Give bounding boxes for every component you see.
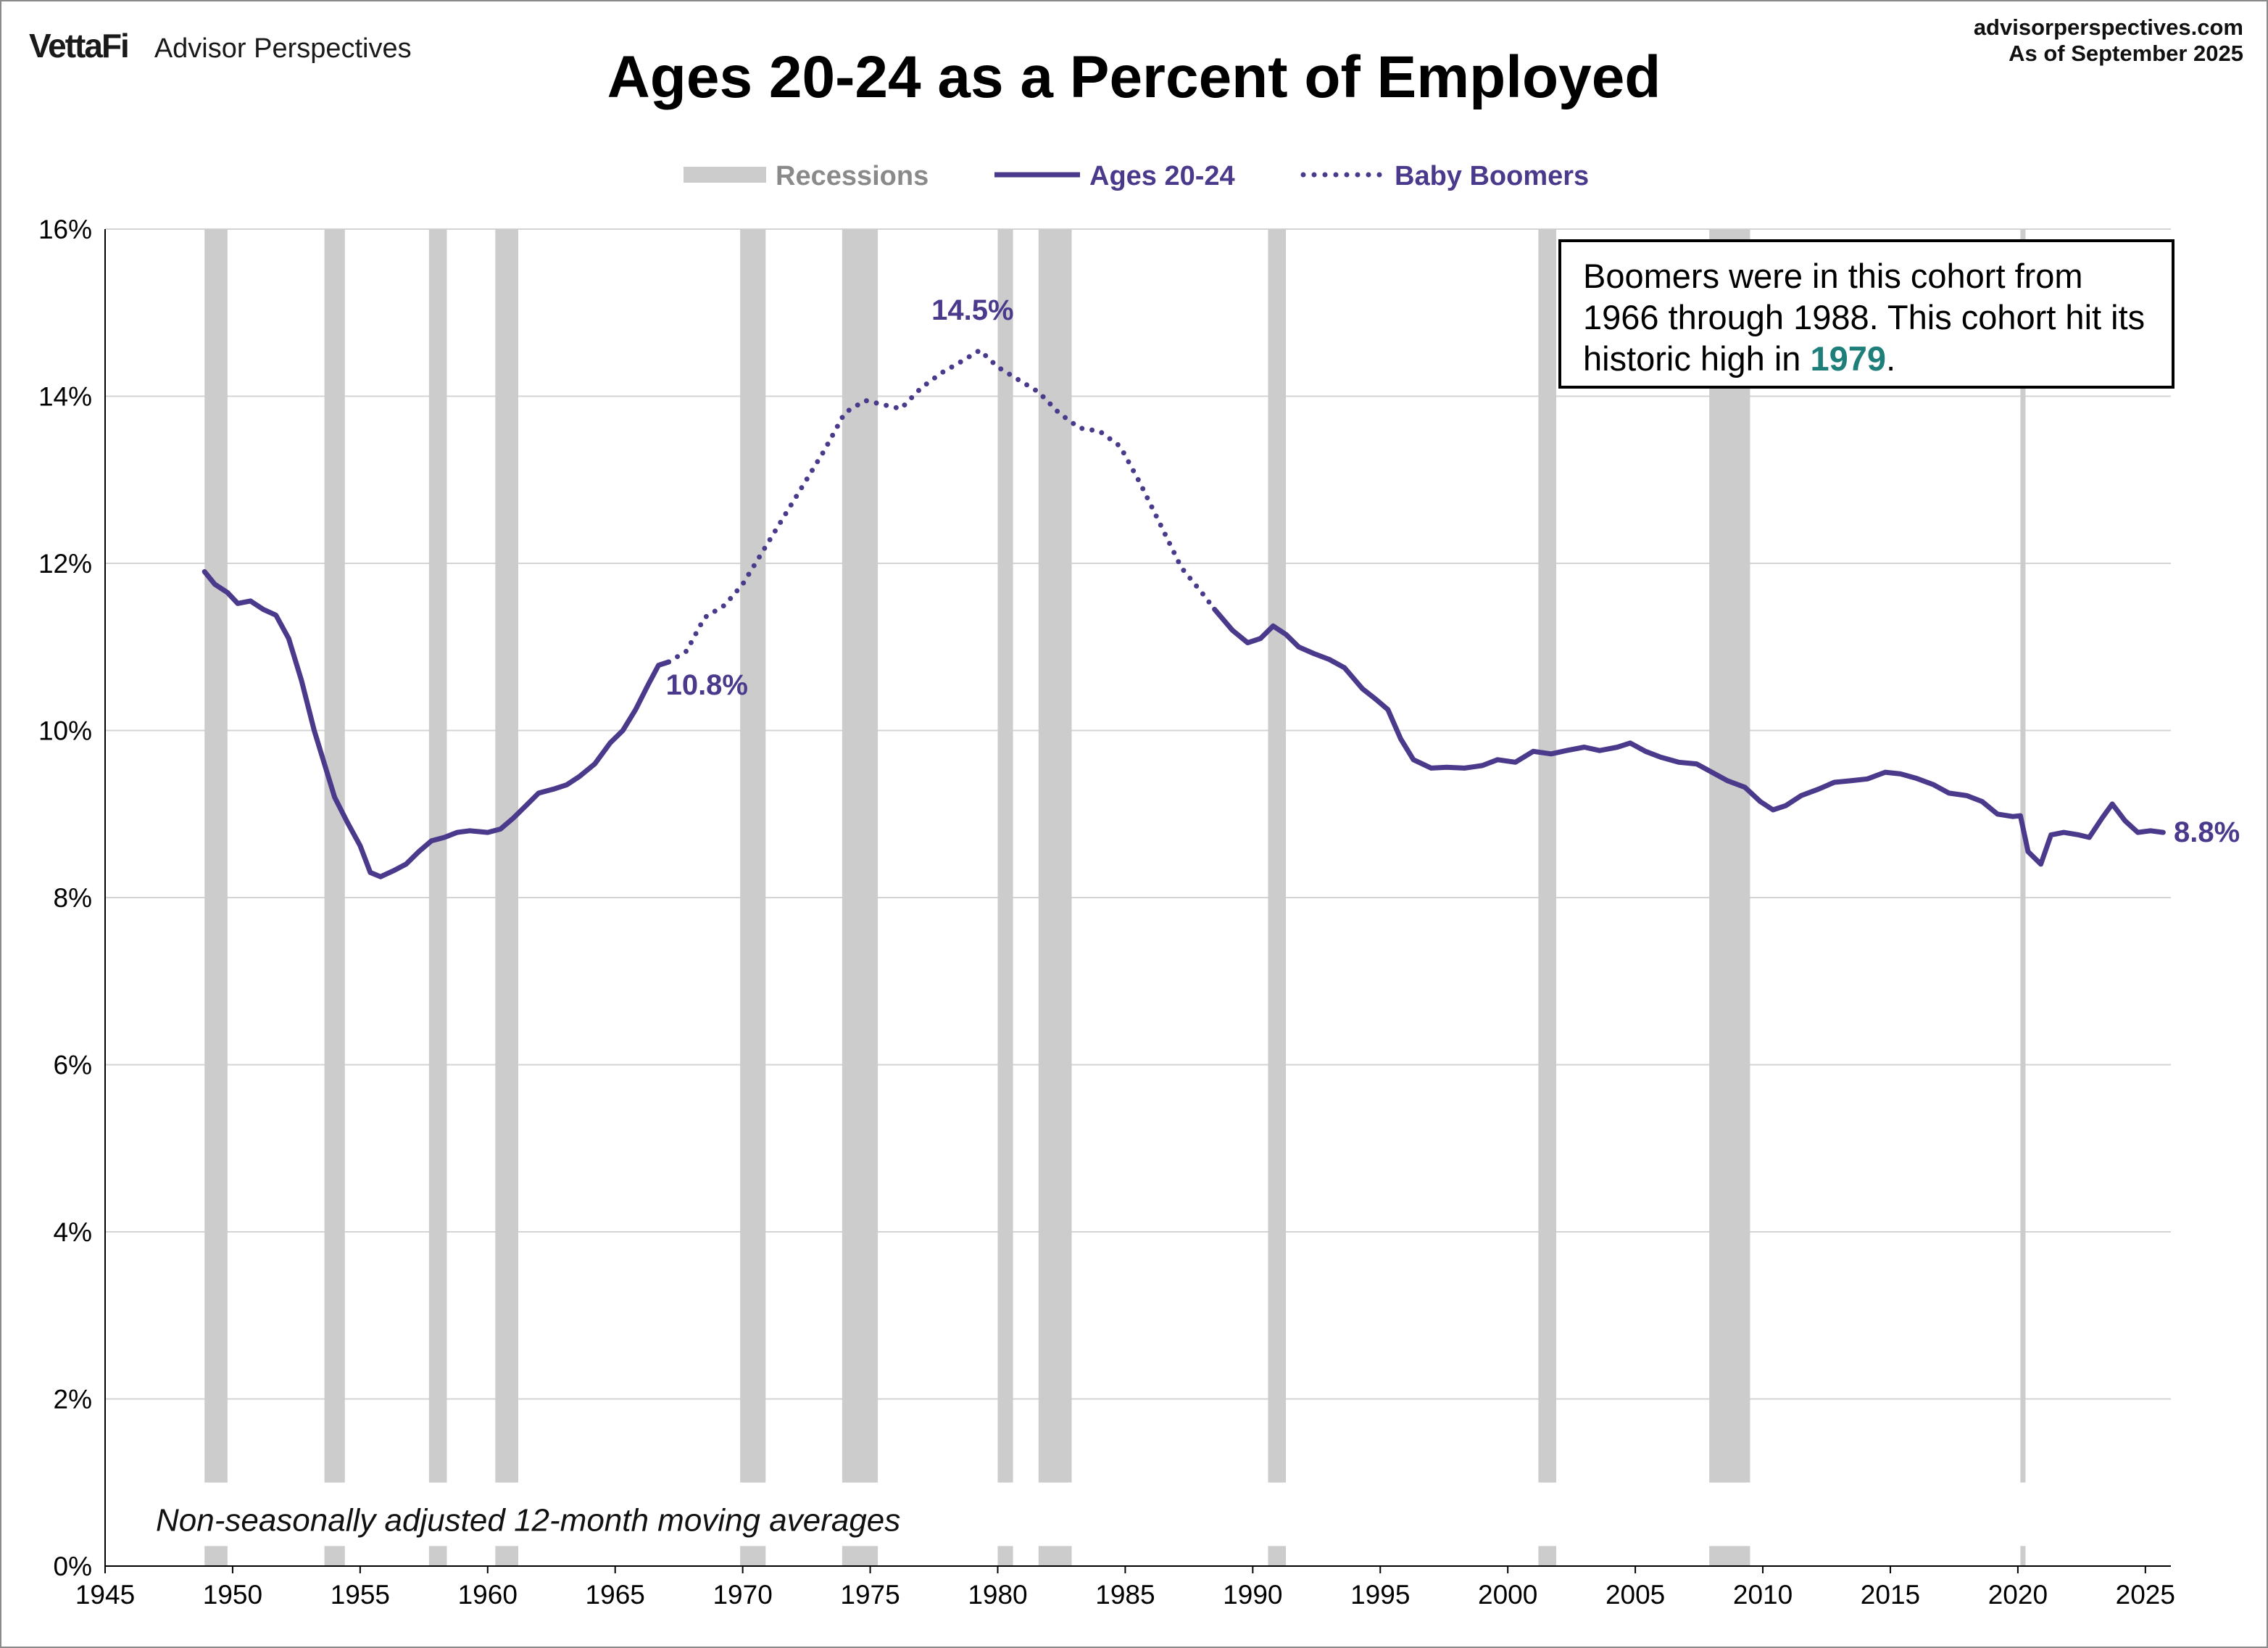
recession-bar — [997, 1546, 1013, 1566]
x-tick-label: 2005 — [1606, 1580, 1665, 1610]
note-box: Boomers were in this cohort from 1966 th… — [1558, 239, 2174, 389]
footnote: Non-seasonally adjusted 12-month moving … — [156, 1503, 900, 1539]
recession-bar — [1538, 1546, 1557, 1566]
series-line-baby-boomers — [666, 347, 1218, 665]
note-box-highlight-year: 1979 — [1810, 339, 1887, 378]
note-box-text-end: . — [1886, 339, 1896, 378]
recession-bar — [204, 229, 228, 1483]
x-tick-label: 1985 — [1095, 1580, 1155, 1610]
brand: VettaFi Advisor Perspectives — [29, 26, 412, 65]
x-tick-label: 1995 — [1350, 1580, 1410, 1610]
series-line-ages-20-24 — [1212, 606, 2166, 867]
vettafi-logo: VettaFi — [29, 27, 130, 65]
x-tick-label: 2000 — [1478, 1580, 1537, 1610]
recession-bar — [495, 1546, 518, 1566]
x-tick-label: 1945 — [75, 1580, 135, 1610]
x-tick-label: 2020 — [1988, 1580, 2048, 1610]
x-tick-label: 2025 — [2116, 1580, 2175, 1610]
legend-ages-20-24: Ages 20-24 — [1089, 161, 1235, 191]
recession-bar — [324, 1546, 345, 1566]
recession-bar — [2020, 1546, 2026, 1566]
recession-bar — [997, 229, 1013, 1483]
series-line-ages-20-24 — [202, 569, 672, 879]
recession-bar — [428, 229, 447, 1483]
recession-bar — [842, 1546, 878, 1566]
y-tick-label: 14% — [38, 382, 92, 412]
y-tick-label: 2% — [54, 1385, 92, 1415]
recession-bar — [740, 229, 766, 1483]
y-tick-label: 12% — [38, 549, 92, 579]
x-tick-label: 2010 — [1733, 1580, 1793, 1610]
chart-title: Ages 20-24 as a Percent of Employed — [607, 44, 1661, 110]
y-tick-label: 8% — [54, 883, 92, 913]
recession-bar — [204, 1546, 228, 1566]
as-of-date: As of September 2025 — [2009, 41, 2243, 66]
legend-baby-boomers: Baby Boomers — [1395, 161, 1589, 191]
y-tick-label: 0% — [54, 1552, 92, 1581]
site-url: advisorperspectives.com — [1973, 15, 2243, 40]
x-tick-label: 1960 — [458, 1580, 518, 1610]
recession-bar — [740, 1546, 766, 1566]
recession-bar — [428, 1546, 447, 1566]
recession-bar — [842, 229, 878, 1483]
x-tick-label: 1990 — [1223, 1580, 1282, 1610]
x-tick-label: 2015 — [1861, 1580, 1920, 1610]
recession-bar — [1538, 229, 1557, 1483]
peak-label: 14.5% — [931, 294, 1013, 326]
recession-bar — [324, 229, 345, 1483]
legend-recession-swatch — [684, 167, 766, 183]
x-tick-label: 1980 — [968, 1580, 1027, 1610]
x-tick-label: 1950 — [203, 1580, 262, 1610]
x-tick-label: 1965 — [586, 1580, 645, 1610]
brand-name: Advisor Perspectives — [154, 33, 412, 64]
site-info: advisorperspectives.com As of September … — [1974, 15, 2243, 67]
recession-bar — [1038, 229, 1072, 1483]
note-box-text: Boomers were in this cohort from 1966 th… — [1583, 257, 2146, 378]
recession-bar — [2020, 229, 2026, 1483]
recession-bar — [1268, 1546, 1287, 1566]
x-tick-label: 1975 — [840, 1580, 900, 1610]
x-tick-label: 1970 — [713, 1580, 772, 1610]
y-tick-label: 4% — [54, 1217, 92, 1247]
boomer-start-label: 10.8% — [666, 669, 748, 701]
y-tick-label: 6% — [54, 1051, 92, 1080]
y-tick-label: 10% — [38, 716, 92, 746]
recession-bar — [1709, 229, 1750, 1483]
recession-bar — [495, 229, 518, 1483]
y-tick-label: 16% — [38, 215, 92, 244]
x-tick-label: 1955 — [331, 1580, 390, 1610]
recession-bar — [1268, 229, 1287, 1483]
legend-recessions: Recessions — [776, 161, 929, 191]
recession-bar — [1709, 1546, 1750, 1566]
last-value-label: 8.8% — [2174, 816, 2240, 848]
recession-bar — [1038, 1546, 1072, 1566]
